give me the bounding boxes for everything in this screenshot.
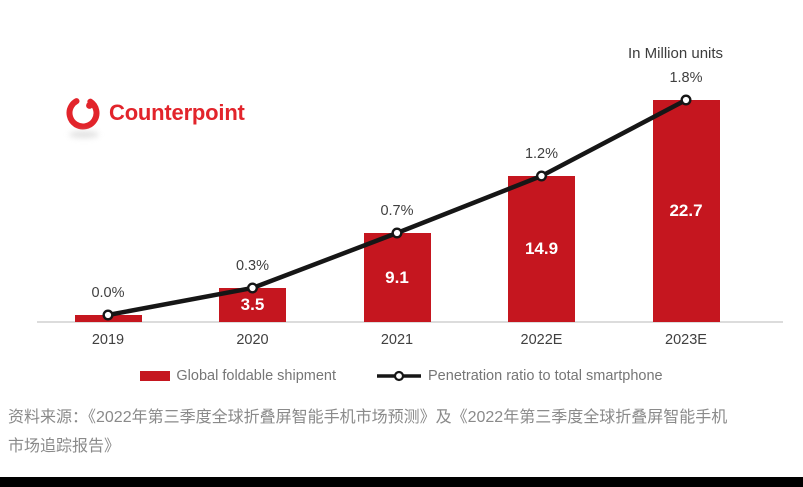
penetration-label: 1.2% (524, 146, 559, 162)
bar-value-label: 3.5 (240, 295, 265, 314)
source-note-line1: 资料来源：《2022年第三季度全球折叠屏智能手机市场预测》及《2022年第三季度… (8, 409, 728, 426)
source-note-line2: 市场追踪报告》 (8, 438, 121, 455)
x-axis-label-2023E: 2023E (665, 332, 707, 348)
bar-value-label: 14.9 (524, 239, 559, 258)
logo-shadow (69, 131, 99, 138)
counterpoint-ring-icon (66, 96, 100, 130)
counterpoint-logo: Counterpoint (64, 94, 245, 138)
penetration-label: 0.7% (380, 203, 414, 219)
x-axis-label-2019: 2019 (91, 332, 125, 348)
x-axis-label-2022E: 2022E (520, 332, 563, 348)
units-label: In Million units (628, 45, 724, 62)
legend-label-penetration: Penetration ratio to total smartphone (428, 368, 663, 384)
line-legend-swatch-icon (377, 370, 422, 382)
chart-legend: Global foldable shipment Penetration rat… (0, 365, 803, 387)
bar-2023E: 22.7 (652, 100, 720, 322)
x-axis-label-2021: 2021 (380, 332, 414, 348)
source-note: 资料来源：《2022年第三季度全球折叠屏智能手机市场预测》及《2022年第三季度… (8, 403, 800, 461)
legend-item-shipment: Global foldable shipment (140, 368, 336, 384)
bar-value-label: 9.1 (385, 267, 409, 287)
penetration-label: 0.3% (235, 258, 270, 274)
bar-2020: 3.5 (219, 288, 286, 322)
penetration-label: 1.8% (669, 70, 703, 86)
brand-name: Counterpoint (109, 100, 245, 125)
legend-item-penetration: Penetration ratio to total smartphone (376, 368, 663, 384)
bar-value-label: 22.7 (669, 201, 703, 220)
bar-legend-swatch-icon (140, 371, 171, 381)
bottom-strip (0, 477, 803, 487)
x-axis-line (37, 321, 783, 323)
bar-2021: 9.1 (363, 233, 431, 322)
bar-2022E: 14.9 (508, 176, 575, 322)
bar-2019 (74, 315, 142, 322)
penetration-label: 0.0% (91, 285, 125, 301)
x-axis-label-2020: 2020 (236, 332, 269, 348)
legend-label-shipment: Global foldable shipment (176, 368, 337, 384)
